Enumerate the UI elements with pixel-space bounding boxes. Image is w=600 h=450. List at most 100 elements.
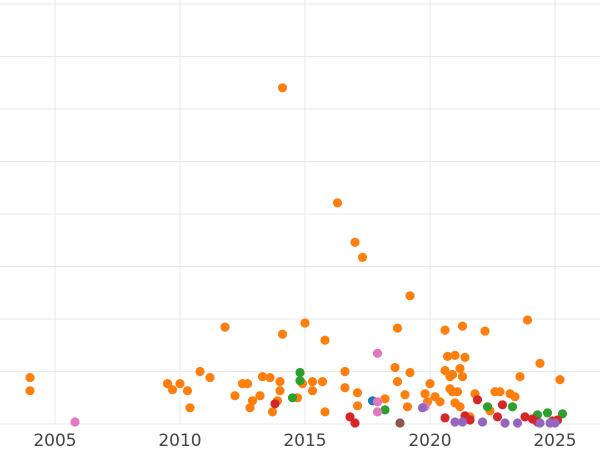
x-tick-label: 2025 <box>533 431 576 450</box>
data-point <box>512 418 523 428</box>
data-point <box>495 387 505 397</box>
data-point <box>25 386 35 396</box>
data-point <box>300 318 310 328</box>
data-point <box>332 198 343 208</box>
data-point <box>435 397 445 407</box>
x-tick-label: 2015 <box>283 431 326 450</box>
data-point <box>457 321 468 331</box>
data-point <box>520 412 530 422</box>
data-point <box>380 405 390 415</box>
data-point <box>345 412 355 422</box>
data-point <box>195 366 205 377</box>
data-point <box>255 391 265 401</box>
data-point <box>277 83 288 93</box>
data-point <box>392 323 403 333</box>
data-point <box>372 348 383 358</box>
data-point <box>270 399 280 409</box>
x-tick-label: 2005 <box>33 431 76 450</box>
data-point <box>440 325 450 335</box>
data-point <box>392 377 403 387</box>
data-point <box>477 417 488 427</box>
data-point <box>182 386 193 396</box>
data-point <box>395 418 405 428</box>
data-point <box>380 394 390 404</box>
data-point <box>242 379 253 389</box>
data-point <box>535 358 545 368</box>
data-point <box>447 369 458 380</box>
data-point <box>450 350 460 360</box>
data-point <box>400 390 410 400</box>
data-point <box>340 366 350 377</box>
grid <box>0 0 600 425</box>
data-point <box>350 418 360 428</box>
data-point <box>405 291 415 301</box>
data-point <box>480 326 490 336</box>
data-point <box>162 379 173 389</box>
data-point <box>275 386 285 396</box>
data-point <box>267 407 278 417</box>
data-point <box>340 383 350 393</box>
data-point <box>257 372 268 382</box>
data-point <box>425 379 435 389</box>
data-point <box>185 403 195 413</box>
data-point <box>307 377 318 387</box>
data-point <box>542 408 553 418</box>
data-point <box>372 407 383 417</box>
data-point <box>245 403 255 413</box>
data-point <box>440 365 450 376</box>
data-point <box>220 322 230 332</box>
data-point <box>230 391 240 401</box>
data-point <box>295 367 305 378</box>
data-point <box>350 237 360 247</box>
data-point <box>460 352 470 362</box>
data-point <box>357 252 368 262</box>
data-point <box>420 389 430 399</box>
data-point <box>25 373 35 383</box>
data-point <box>417 403 428 413</box>
data-point <box>535 418 545 428</box>
data-point <box>557 409 568 419</box>
data-point <box>167 385 178 395</box>
data-point <box>450 417 460 427</box>
data-point <box>175 379 185 389</box>
data-point <box>277 329 288 339</box>
data-point <box>295 376 305 386</box>
data-point <box>320 335 330 345</box>
x-tick-label: 2020 <box>408 431 451 450</box>
data-point <box>555 375 565 385</box>
data-point <box>205 373 215 383</box>
data-point <box>497 400 508 410</box>
data-point <box>402 402 413 412</box>
data-point <box>352 388 363 398</box>
data-point <box>550 418 560 428</box>
data-point <box>522 315 533 325</box>
data-point <box>265 373 275 383</box>
data-points <box>25 83 568 428</box>
data-point <box>352 401 363 411</box>
data-point <box>317 377 328 387</box>
data-point <box>455 402 465 412</box>
data-point <box>482 402 493 412</box>
x-tick-label: 2010 <box>158 431 201 450</box>
data-point <box>455 363 465 374</box>
data-point <box>275 377 285 387</box>
data-point <box>510 392 520 402</box>
data-point <box>307 386 318 396</box>
x-axis-tick-labels: 2005 2010 2015 2020 2025 <box>33 431 576 450</box>
data-point <box>440 413 450 423</box>
data-point <box>390 362 400 373</box>
data-point <box>465 415 475 425</box>
data-point <box>372 397 383 407</box>
data-point <box>287 393 298 403</box>
data-point <box>457 372 468 382</box>
data-point <box>247 396 258 406</box>
data-point <box>472 395 483 405</box>
data-point <box>442 351 453 361</box>
data-point <box>70 417 80 427</box>
data-point <box>492 412 503 422</box>
data-point <box>452 387 463 397</box>
data-point <box>457 417 468 427</box>
data-point <box>515 372 525 382</box>
data-point <box>405 367 415 378</box>
